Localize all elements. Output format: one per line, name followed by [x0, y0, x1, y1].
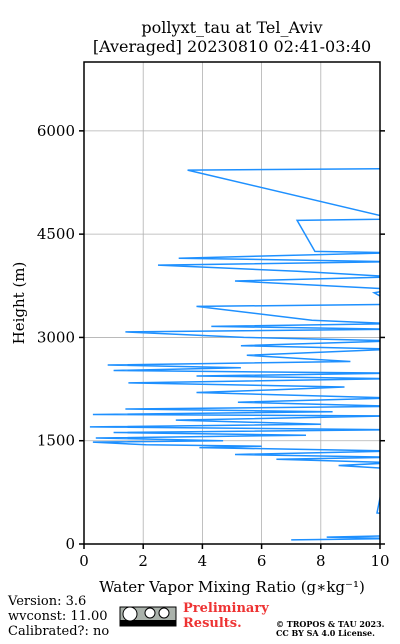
y-axis-label: Height (m): [10, 262, 28, 345]
x-tick-label: 2: [138, 552, 148, 570]
cc-badge: [119, 606, 177, 627]
wvconst: wvconst: 11.00: [8, 609, 108, 624]
x-tick-label: 0: [79, 552, 89, 570]
copyright: © TROPOS & TAU 2023.: [276, 619, 385, 629]
version: Version: 3.6: [7, 594, 86, 609]
status-box: Preliminary Results.: [183, 601, 269, 631]
chart-subtitle: [Averaged] 20230810 02:41-03:40: [93, 37, 371, 56]
x-tick-label: 4: [198, 552, 208, 570]
y-tick-label: 1500: [37, 432, 75, 450]
y-tick-label: 3000: [37, 328, 75, 346]
y-tick-label: 6000: [37, 122, 75, 140]
footer: Version: 3.6 wvconst: 11.00 Calibrated?:…: [7, 594, 385, 639]
plot-frame: [83, 61, 381, 545]
x-axis-label: Water Vapor Mixing Ratio (g∗kg⁻¹): [99, 578, 365, 596]
x-tick-label: 8: [316, 552, 326, 570]
y-tick-label: 4500: [37, 225, 75, 243]
chart-title: pollyxt_tau at Tel_Aviv: [141, 18, 322, 37]
x-tick-label: 6: [257, 552, 267, 570]
status: Preliminary Results.: [183, 601, 269, 631]
license: CC BY SA 4.0 License.: [276, 628, 375, 638]
calibrated: Calibrated?: no: [8, 624, 109, 639]
profile-line: [89, 168, 380, 541]
y-tick-label: 0: [65, 535, 75, 553]
x-tick-label: 10: [370, 552, 389, 570]
